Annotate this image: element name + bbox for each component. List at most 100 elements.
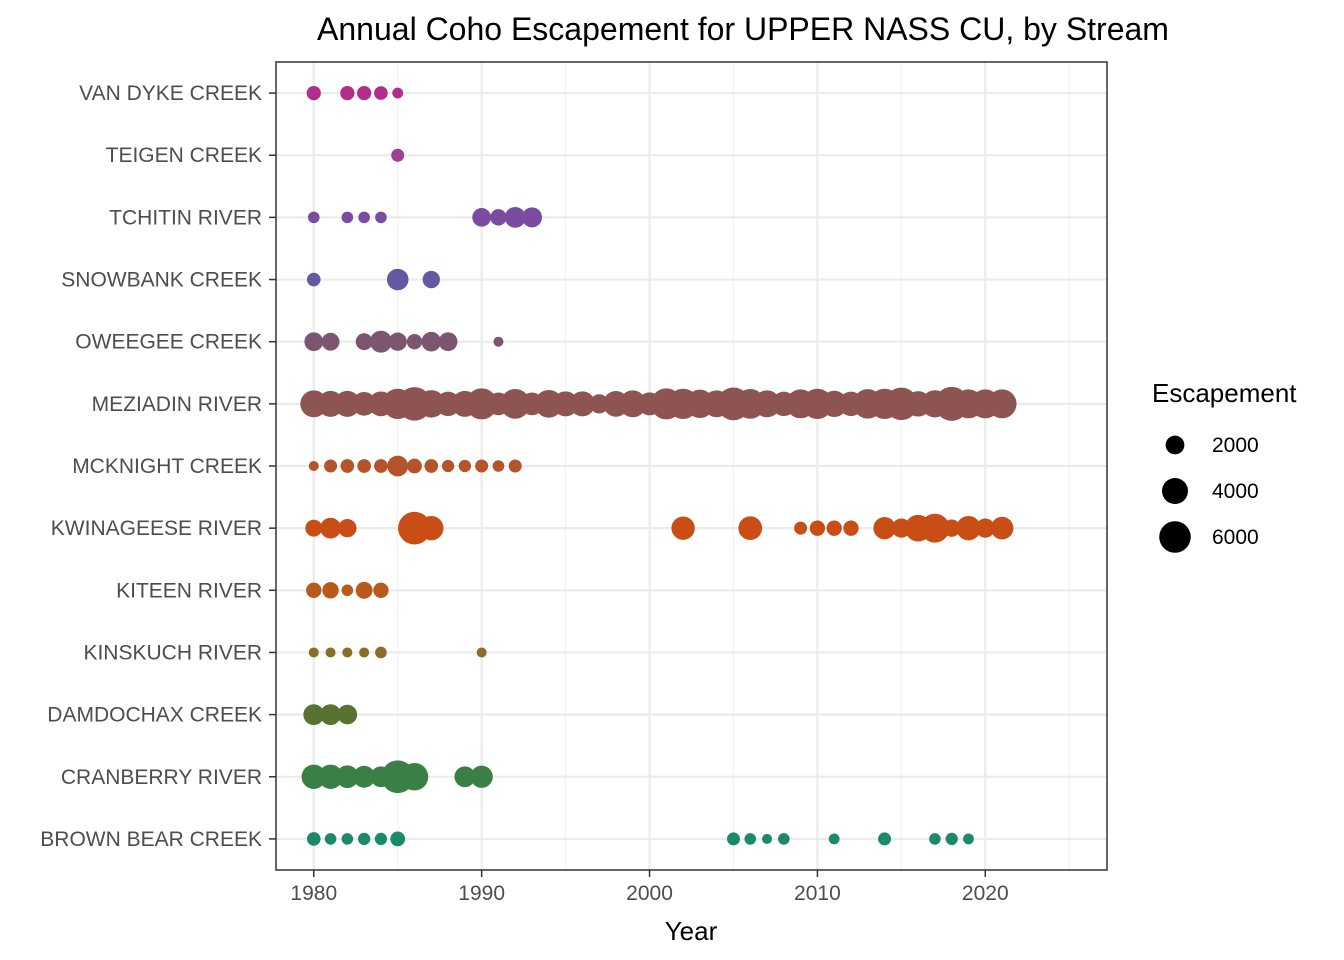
- data-point: [500, 388, 531, 419]
- y-tick-label: TCHITIN RIVER: [109, 206, 262, 229]
- data-point: [306, 272, 321, 287]
- data-point: [920, 513, 950, 543]
- data-point: [308, 647, 319, 658]
- data-point: [318, 764, 343, 789]
- legend-label: 4000: [1212, 480, 1259, 503]
- data-point: [341, 833, 354, 845]
- series-snowbank-creek: [306, 268, 440, 291]
- series-tchitin-river: [307, 206, 543, 228]
- legend-label: 6000: [1212, 526, 1259, 549]
- series-teigen-creek: [391, 148, 405, 162]
- data-point: [744, 833, 757, 845]
- legend: Escapement 2000 4000 6000: [1152, 378, 1297, 553]
- data-point: [325, 647, 336, 658]
- data-point: [342, 647, 353, 658]
- y-tick-label: BROWN BEAR CREEK: [40, 828, 262, 851]
- y-tick-label: OWEEGEE CREEK: [75, 331, 262, 354]
- data-point: [843, 520, 859, 536]
- data-point: [355, 333, 373, 351]
- data-point: [321, 332, 340, 351]
- data-point: [341, 584, 354, 597]
- data-point: [373, 582, 389, 598]
- data-point: [956, 515, 981, 541]
- data-point: [490, 209, 507, 226]
- series-kiteen-river: [306, 581, 389, 599]
- data-point: [305, 519, 323, 537]
- data-point: [406, 334, 423, 350]
- y-tick-label: SNOWBANK CREEK: [61, 269, 262, 292]
- data-point: [340, 85, 355, 101]
- data-point: [990, 516, 1014, 540]
- data-point: [400, 763, 429, 791]
- data-point: [357, 85, 372, 101]
- data-point: [441, 459, 455, 473]
- data-point: [386, 268, 409, 291]
- data-point: [337, 704, 358, 725]
- x-tick-label: 1980: [290, 882, 337, 905]
- data-point: [492, 460, 505, 472]
- data-point: [320, 517, 341, 539]
- data-point: [369, 330, 392, 353]
- plot-area: 1980 1990 2000 2010 2020 BROWN BEAR CREEK CRAN…: [40, 61, 1108, 905]
- data-point: [375, 646, 387, 659]
- data-point: [454, 766, 476, 788]
- data-point: [358, 211, 370, 224]
- panel-border: [275, 61, 1108, 871]
- y-tick-label: KWINAGEESE RIVER: [51, 517, 262, 540]
- series-brown-bear-creek: [306, 831, 974, 847]
- data-point: [809, 520, 826, 536]
- data-point: [357, 459, 371, 473]
- series-oweegee-creek: [304, 330, 504, 353]
- data-point: [619, 390, 647, 418]
- data-point: [738, 516, 763, 541]
- legend-key: [1161, 477, 1189, 505]
- data-point: [338, 518, 357, 538]
- y-tick-label: KINSKUCH RIVER: [83, 641, 262, 664]
- legend-label: 2000: [1212, 434, 1259, 457]
- data-point: [303, 704, 325, 726]
- data-point: [424, 459, 439, 473]
- data-point: [407, 458, 422, 474]
- data-point: [987, 389, 1017, 419]
- data-point: [438, 332, 458, 352]
- series-meziadin-river: [300, 386, 1017, 421]
- y-tick-label: VAN DYKE CREEK: [79, 82, 262, 105]
- data-point: [945, 832, 958, 846]
- data-point: [476, 647, 487, 658]
- data-point: [589, 394, 609, 414]
- data-point: [878, 832, 892, 846]
- data-point: [336, 765, 359, 789]
- data-point: [391, 148, 405, 162]
- series-damdochax-creek: [303, 704, 358, 726]
- data-point: [778, 833, 790, 845]
- data-point: [324, 459, 338, 473]
- data-point: [387, 455, 409, 477]
- data-point: [826, 520, 842, 536]
- series-kinskuch-river: [308, 646, 487, 659]
- y-tick-label: CRANBERRY RIVER: [61, 766, 262, 789]
- data-point: [472, 208, 492, 227]
- y-tick-label: TEIGEN CREEK: [106, 144, 262, 167]
- data-point: [422, 270, 440, 289]
- legend-key: [1165, 435, 1185, 455]
- data-point: [341, 211, 354, 224]
- series-kwinageese-river: [305, 511, 1014, 545]
- data-point: [475, 459, 489, 473]
- data-point: [307, 211, 320, 224]
- data-point: [340, 459, 355, 473]
- x-tick-label: 1990: [458, 882, 505, 905]
- data-point: [374, 459, 388, 473]
- data-point: [306, 832, 321, 846]
- y-tick-label: MEZIADIN RIVER: [92, 393, 262, 416]
- x-axis-title: Year: [665, 916, 718, 946]
- data-point: [301, 764, 326, 789]
- data-point: [359, 647, 370, 658]
- data-point: [392, 87, 404, 99]
- x-tick-label: 2010: [794, 882, 841, 905]
- series-van-dyke-creek: [306, 85, 404, 101]
- data-point: [794, 521, 808, 535]
- y-tick-label: MCKNIGHT CREEK: [72, 455, 262, 478]
- data-point: [943, 519, 961, 537]
- legend-key: [1159, 521, 1191, 553]
